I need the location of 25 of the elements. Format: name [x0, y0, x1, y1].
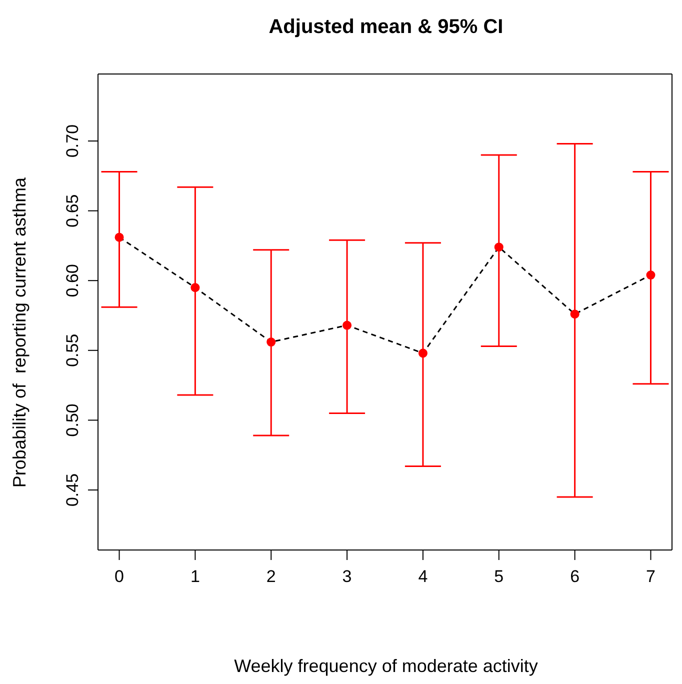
x-tick-label: 2 — [266, 567, 276, 586]
y-tick-label: 0.55 — [63, 334, 82, 367]
point — [418, 348, 428, 358]
x-tick-label: 4 — [418, 567, 428, 586]
y-axis-title: Probability of reporting current asthma — [10, 176, 30, 488]
x-tick-label: 6 — [570, 567, 580, 586]
point — [342, 320, 352, 330]
x-tick-label: 7 — [646, 567, 656, 586]
point — [190, 283, 200, 292]
x-tick-label: 1 — [190, 567, 200, 586]
x-axis-title: Weekly frequency of moderate activity — [233, 656, 539, 677]
y-tick-label: 0.65 — [63, 194, 82, 228]
point — [570, 310, 580, 319]
point — [646, 270, 656, 280]
y-tick-label: 0.50 — [63, 404, 82, 437]
point — [266, 338, 276, 347]
chart-title: Adjusted mean & 95% CI — [268, 16, 504, 39]
y-tick-label: 0.60 — [63, 264, 82, 298]
y-tick-label: 0.70 — [63, 124, 82, 158]
point — [114, 232, 124, 242]
point — [494, 242, 504, 252]
x-tick-label: 3 — [342, 567, 352, 586]
x-tick-label: 0 — [114, 567, 124, 586]
x-tick-label: 5 — [494, 567, 504, 586]
y-tick-label: 0.45 — [63, 473, 82, 507]
